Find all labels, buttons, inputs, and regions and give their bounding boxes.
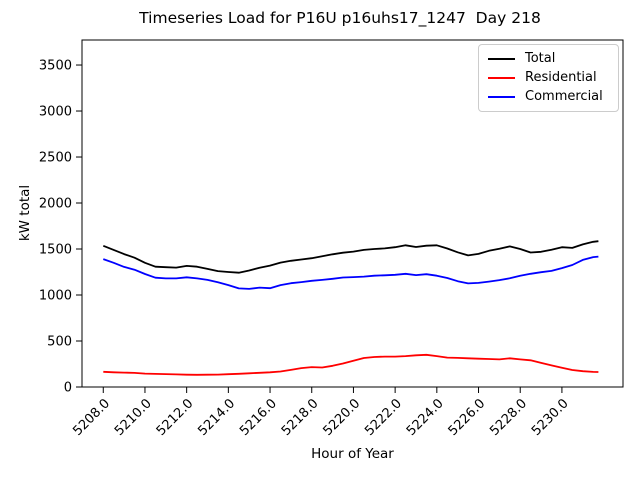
legend-entry-total: Total [488, 49, 610, 68]
x-tick-label: 5214.0 [195, 396, 238, 439]
x-tick-label: 5230.0 [529, 396, 572, 439]
y-tick-label: 1500 [39, 243, 72, 258]
legend-line-residential-icon [488, 76, 515, 79]
y-tick-label: 2500 [39, 151, 72, 166]
x-tick-label: 5226.0 [446, 396, 489, 439]
line-residential [103, 353, 599, 376]
legend-entry-residential: Residential [488, 68, 610, 87]
x-tick-label: 5208.0 [70, 396, 113, 439]
legend: Total Residential Commercial [478, 44, 619, 112]
chart-title: Timeseries Load for P16U p16uhs17_1247 D… [139, 9, 541, 27]
x-tick-label: 5228.0 [487, 396, 530, 439]
y-tick-label: 1000 [39, 289, 72, 304]
line-total [102, 240, 599, 274]
y-tick-label: 500 [47, 335, 72, 350]
x-tick-label: 5212.0 [154, 396, 197, 439]
x-tick-label: 5224.0 [404, 396, 447, 439]
x-tick-label: 5220.0 [320, 396, 363, 439]
axes-box [81, 39, 624, 388]
y-tick-label: 3000 [39, 105, 72, 120]
y-tick-label: 2000 [39, 197, 72, 212]
x-tick-label: 5216.0 [237, 396, 280, 439]
legend-label-commercial: Commercial [525, 89, 603, 104]
y-tick-label: 3500 [39, 59, 72, 74]
line-commercial [102, 255, 599, 290]
legend-label-residential: Residential [525, 70, 597, 85]
y-tick-label: 0 [64, 381, 72, 396]
legend-entry-commercial: Commercial [488, 87, 610, 106]
x-tick-label: 5218.0 [279, 396, 322, 439]
x-tick-label: 5222.0 [362, 396, 405, 439]
x-tick-label: 5210.0 [112, 396, 155, 439]
x-axis-label: Hour of Year [311, 446, 394, 462]
legend-line-total-icon [488, 57, 515, 60]
legend-line-commercial-icon [488, 95, 515, 98]
legend-label-total: Total [525, 51, 556, 66]
y-axis-label: kW total [17, 184, 33, 242]
